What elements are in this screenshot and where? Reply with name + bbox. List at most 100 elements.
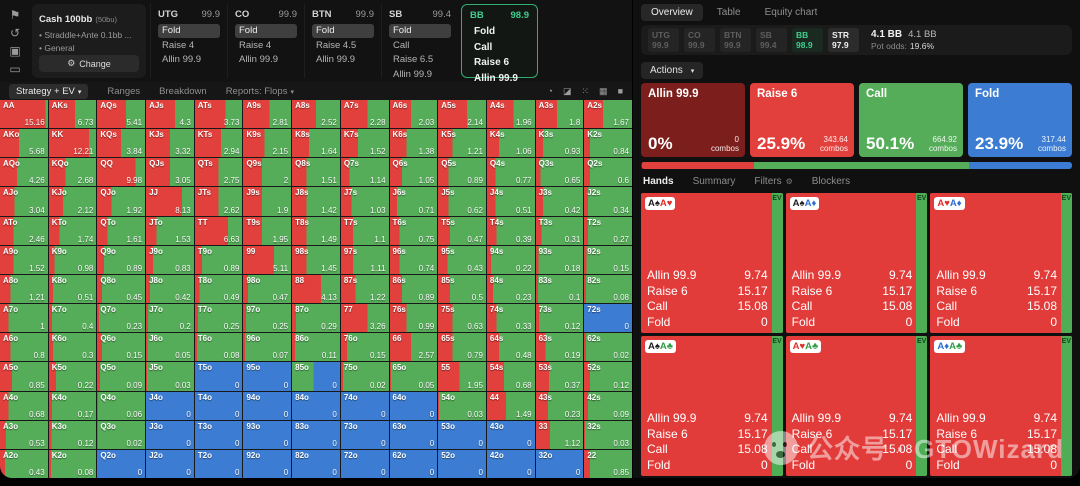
hand-cell-55[interactable]: 55 1.95 [438,362,486,391]
hand-cell-QQ[interactable]: QQ 9.98 [97,158,146,187]
hand-cell-65o[interactable]: 65o 0.05 [389,362,438,391]
hand-cell-53o[interactable]: 53o 0 [438,420,486,449]
hand-cell-86o[interactable]: 86o 0.11 [292,333,340,362]
hand-cell-K9o[interactable]: K9o 0.98 [48,245,97,274]
hand-cell-K9s[interactable]: K9s 2.15 [243,129,292,158]
hand-cell-T4o[interactable]: T4o 0 [194,391,243,420]
hand-cell-AKo[interactable]: AKo 5.68 [0,129,48,158]
hand-cell-T4s[interactable]: T4s 0.39 [486,216,535,245]
hand-cell-A6s[interactable]: A6s 2.03 [389,100,438,129]
hand-cell-82o[interactable]: 82o 0 [292,449,340,478]
hand-cell-K7o[interactable]: K7o 0.4 [48,304,97,333]
tab-reports-flops[interactable]: Reports: Flops ▾ [226,86,294,97]
contrast-icon[interactable]: ◪ [562,85,572,96]
hand-cell-QTo[interactable]: QTo 1.61 [97,216,146,245]
seat-chip-str[interactable]: STR 97.9 [828,28,859,52]
tab-strategy-ev[interactable]: Strategy + EV ▾ [9,83,89,99]
hand-cell-A9s[interactable]: A9s 2.81 [243,100,292,129]
hand-cell-Q6o[interactable]: Q6o 0.15 [97,333,146,362]
position-action[interactable]: Allin 99.9 [316,54,356,65]
hand-cell-AQo[interactable]: AQo 4.26 [0,158,48,187]
hand-cell-A3o[interactable]: A3o 0.53 [0,420,48,449]
hand-cell-K4s[interactable]: K4s 1.06 [486,129,535,158]
game-info-box[interactable]: Cash 100bb (50bu) • Straddle+Ante 0.1bb .… [32,4,146,78]
hand-cell-74s[interactable]: 74s 0.33 [486,304,535,333]
hand-cell-43o[interactable]: 43o 0 [486,420,535,449]
hand-cell-64s[interactable]: 64s 0.48 [486,333,535,362]
hand-cell-A7s[interactable]: A7s 2.28 [340,100,389,129]
hand-cell-83o[interactable]: 83o 0 [292,420,340,449]
hand-cell-A2s[interactable]: A2s 1.67 [584,100,632,129]
hand-cell-K6o[interactable]: K6o 0.3 [48,333,97,362]
hand-cell-QJs[interactable]: QJs 3.05 [146,158,194,187]
hand-cell-88[interactable]: 88 4.13 [292,274,340,304]
hand-cell-T9s[interactable]: T9s 1.95 [243,216,292,245]
compact-grid-icon[interactable]: ⁙ [581,85,590,96]
hand-cell-KJs[interactable]: KJs 3.32 [146,129,194,158]
hand-cell-52o[interactable]: 52o 0 [438,449,486,478]
action-box-allin-99-9[interactable]: Allin 99.9 0% 0 combos [641,83,745,157]
position-action[interactable]: Call [393,39,410,51]
hand-cell-A8o[interactable]: A8o 1.21 [0,274,48,304]
combo-card-AsAd[interactable]: EV A ♠ A ♦ Allin 99.9 9.74 Raise 6 15.17 Call 15.0… [785,193,928,333]
hand-cell-AKs[interactable]: AKs 6.73 [48,100,97,129]
hand-cell-73s[interactable]: 73s 0.12 [535,304,584,333]
hand-cell-QJo[interactable]: QJo 1.92 [97,187,146,216]
tab-filters[interactable]: Filters ⚙ [754,176,792,187]
hand-cell-65s[interactable]: 65s 0.79 [438,333,486,362]
hand-cell-82s[interactable]: 82s 0.08 [584,274,632,304]
hand-cell-T5o[interactable]: T5o 0 [194,362,243,391]
hand-cell-K8s[interactable]: K8s 1.64 [292,129,340,158]
hand-cell-J5s[interactable]: J5s 0.62 [438,187,486,216]
hand-cell-AJo[interactable]: AJo 3.04 [0,187,48,216]
hand-cell-J3o[interactable]: J3o 0 [146,420,194,449]
hand-cell-K4o[interactable]: K4o 0.17 [48,391,97,420]
hand-cell-85o[interactable]: 85o 0 [292,362,340,391]
action-box-raise-6[interactable]: Raise 6 25.9% 343.64 combos [750,83,854,157]
change-button[interactable]: ⚙ Change [39,55,139,72]
position-action[interactable]: Allin 99.9 [474,72,518,84]
hand-cell-K3s[interactable]: K3s 0.93 [535,129,584,158]
hand-cell-Q4s[interactable]: Q4s 0.77 [486,158,535,187]
hand-cell-62o[interactable]: 62o 0 [389,449,438,478]
hand-cell-K6s[interactable]: K6s 1.38 [389,129,438,158]
hand-cell-52s[interactable]: 52s 0.12 [584,362,632,391]
hand-cell-96s[interactable]: 96s 0.74 [389,245,438,274]
hand-cell-T7o[interactable]: T7o 0.25 [194,304,243,333]
hand-cell-JTo[interactable]: JTo 1.53 [146,216,194,245]
hand-cell-73o[interactable]: 73o 0 [340,420,389,449]
hand-cell-92s[interactable]: 92s 0.15 [584,245,632,274]
hand-cell-T3o[interactable]: T3o 0 [194,420,243,449]
hand-cell-J2s[interactable]: J2s 0.34 [584,187,632,216]
hand-cell-T8o[interactable]: T8o 0.49 [194,274,243,304]
hand-cell-AJs[interactable]: AJs 4.3 [146,100,194,129]
save-icon[interactable]: ▣ [9,44,21,58]
hand-cell-84o[interactable]: 84o 0 [292,391,340,420]
action-box-call[interactable]: Call 50.1% 664.92 combos [859,83,963,157]
hand-cell-53s[interactable]: 53s 0.37 [535,362,584,391]
hand-cell-93s[interactable]: 93s 0.18 [535,245,584,274]
hand-cell-KQs[interactable]: KQs 3.84 [97,129,146,158]
hand-cell-84s[interactable]: 84s 0.23 [486,274,535,304]
hand-cell-97s[interactable]: 97s 1.11 [340,245,389,274]
position-action[interactable]: Fold [312,24,374,38]
hand-cell-76s[interactable]: 76s 0.99 [389,304,438,333]
hand-cell-83s[interactable]: 83s 0.1 [535,274,584,304]
hand-cell-97o[interactable]: 97o 0.25 [243,304,292,333]
tab-overview[interactable]: Overview [641,4,703,21]
hand-cell-QTs[interactable]: QTs 2.75 [194,158,243,187]
hand-cell-K8o[interactable]: K8o 0.51 [48,274,97,304]
position-action[interactable]: Raise 4 [239,39,272,51]
hand-cell-Q8s[interactable]: Q8s 1.51 [292,158,340,187]
position-action[interactable]: Raise 6.5 [393,54,434,65]
hand-cell-J6s[interactable]: J6s 0.71 [389,187,438,216]
hand-cell-Q5o[interactable]: Q5o 0.09 [97,362,146,391]
hand-cell-KTo[interactable]: KTo 1.74 [48,216,97,245]
tab-breakdown[interactable]: Breakdown [159,85,207,97]
hand-cell-86s[interactable]: 86s 0.89 [389,274,438,304]
hand-cell-32s[interactable]: 32s 0.03 [584,420,632,449]
hand-cell-Q5s[interactable]: Q5s 0.89 [438,158,486,187]
tab-ranges[interactable]: Ranges [107,85,141,97]
hand-cell-98s[interactable]: 98s 1.45 [292,245,340,274]
hand-cell-66[interactable]: 66 2.57 [389,333,438,362]
